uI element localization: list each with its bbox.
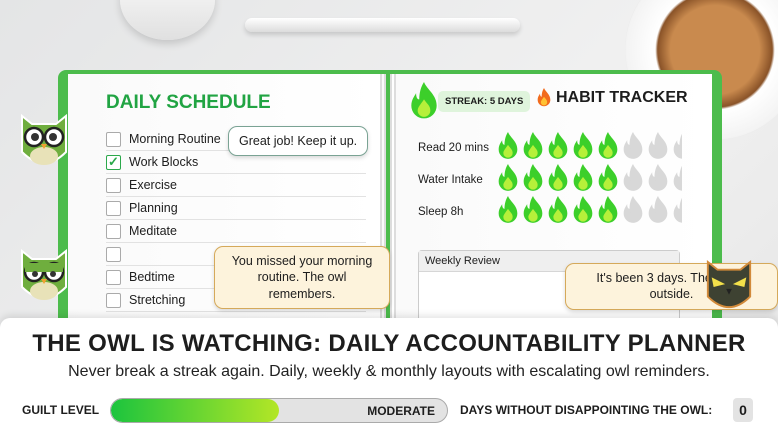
promo-banner: THE OWL IS WATCHING: DAILY ACCOUNTABILIT… bbox=[0, 318, 778, 438]
daily-schedule-title: DAILY SCHEDULE bbox=[106, 92, 271, 113]
guilt-value: MODERATE bbox=[367, 404, 435, 418]
flame-filled-icon[interactable] bbox=[521, 164, 545, 195]
flame-filled-icon[interactable] bbox=[571, 164, 595, 195]
annoyed-owl-bubble: You missed your morning routine. The owl… bbox=[214, 246, 390, 309]
flame-empty-icon[interactable] bbox=[646, 164, 670, 195]
flame-filled-icon[interactable] bbox=[571, 196, 595, 227]
checkbox[interactable] bbox=[106, 200, 121, 216]
flame-filled-icon[interactable] bbox=[596, 196, 620, 227]
streak-badge: STREAK: 5 DAYS bbox=[408, 82, 531, 120]
flame-filled-icon[interactable] bbox=[496, 132, 520, 163]
banner-title: THE OWL IS WATCHING: DAILY ACCOUNTABILIT… bbox=[32, 330, 746, 357]
flame-filled-icon[interactable] bbox=[521, 196, 545, 227]
schedule-item[interactable]: Stretching bbox=[106, 289, 366, 312]
habit-row: Sleep 8h bbox=[418, 196, 682, 227]
checkbox[interactable] bbox=[106, 269, 121, 285]
banner-subtitle: Never break a streak again. Daily, weekl… bbox=[68, 363, 710, 380]
habit-tracker-label: HABIT TRACKER bbox=[556, 88, 688, 106]
habit-label: Water Intake bbox=[418, 173, 483, 186]
annoyed-owl-icon bbox=[21, 248, 67, 300]
flame-empty-icon[interactable] bbox=[646, 132, 670, 163]
habit-row: Read 20 mins bbox=[418, 132, 682, 163]
habit-row: Water Intake bbox=[418, 164, 682, 195]
flame-empty-icon[interactable] bbox=[621, 164, 645, 195]
schedule-item[interactable]: ✓ Work Blocks bbox=[106, 151, 366, 174]
schedule-item[interactable]: Planning bbox=[106, 197, 366, 220]
flame-filled-icon[interactable] bbox=[546, 132, 570, 163]
habit-label: Read 20 mins bbox=[418, 141, 489, 154]
habit-tracker-title: HABIT TRACKER bbox=[536, 88, 688, 107]
happy-owl-icon bbox=[21, 113, 67, 165]
flame-filled-icon[interactable] bbox=[496, 164, 520, 195]
checkbox[interactable]: ✓ bbox=[106, 154, 121, 170]
schedule-item-label: Stretching bbox=[129, 293, 186, 307]
flame-filled-icon[interactable] bbox=[596, 132, 620, 163]
flame-empty-icon[interactable] bbox=[671, 196, 682, 227]
checkbox[interactable] bbox=[106, 177, 121, 193]
flame-filled-icon[interactable] bbox=[496, 196, 520, 227]
guilt-meter-fill bbox=[111, 399, 279, 422]
flame-empty-icon[interactable] bbox=[646, 196, 670, 227]
schedule-item[interactable]: Meditate bbox=[106, 220, 366, 243]
angry-owl-icon bbox=[706, 259, 752, 309]
schedule-item-label: Work Blocks bbox=[129, 155, 199, 169]
flame-filled-icon[interactable] bbox=[571, 132, 595, 163]
days-count: 0 bbox=[733, 398, 753, 422]
mouse bbox=[120, 0, 215, 40]
checkbox[interactable] bbox=[106, 246, 121, 262]
schedule-item-label: Planning bbox=[129, 201, 178, 215]
checkbox[interactable] bbox=[106, 131, 121, 147]
streak-text: STREAK: 5 DAYS bbox=[438, 90, 531, 112]
fire-icon bbox=[537, 88, 551, 107]
flame-empty-icon[interactable] bbox=[671, 164, 682, 195]
flame-empty-icon[interactable] bbox=[671, 132, 682, 163]
guilt-label: GUILT LEVEL bbox=[22, 403, 100, 417]
schedule-item[interactable]: Exercise bbox=[106, 174, 366, 197]
pen bbox=[245, 18, 520, 32]
checkbox[interactable] bbox=[106, 223, 121, 239]
days-label: DAYS WITHOUT DISAPPOINTING THE OWL: bbox=[460, 403, 713, 417]
schedule-item-label: Bedtime bbox=[129, 270, 175, 284]
flame-filled-icon[interactable] bbox=[546, 196, 570, 227]
flame-filled-icon[interactable] bbox=[521, 132, 545, 163]
guilt-meter: MODERATE bbox=[110, 398, 448, 423]
checkbox[interactable] bbox=[106, 292, 121, 308]
schedule-item-label: Meditate bbox=[129, 224, 177, 238]
happy-owl-bubble: Great job! Keep it up. bbox=[228, 126, 369, 157]
flame-filled-icon[interactable] bbox=[546, 164, 570, 195]
schedule-item-label: Exercise bbox=[129, 178, 177, 192]
flame-empty-icon[interactable] bbox=[621, 196, 645, 227]
schedule-item-label: Morning Routine bbox=[129, 132, 221, 146]
flame-icon bbox=[411, 82, 437, 119]
flame-empty-icon[interactable] bbox=[621, 132, 645, 163]
flame-filled-icon[interactable] bbox=[596, 164, 620, 195]
habit-label: Sleep 8h bbox=[418, 205, 464, 218]
